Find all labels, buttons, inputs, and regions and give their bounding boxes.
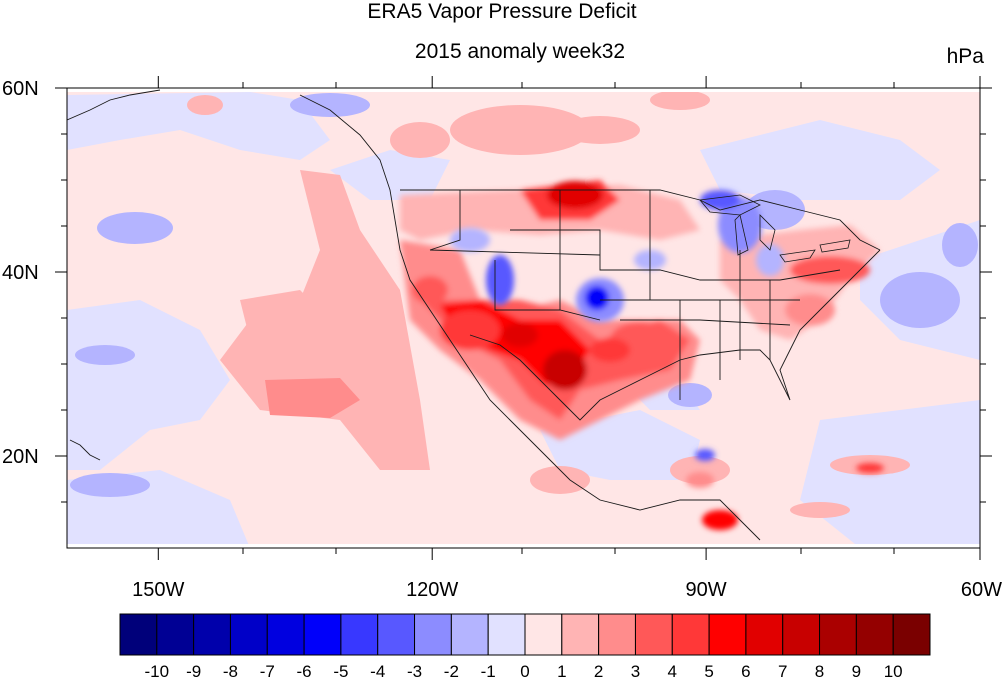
longitude-axis: 150W 120W 90W 60W <box>132 76 1002 601</box>
colorbar-swatch <box>303 613 342 656</box>
units-label: hPa <box>946 45 984 68</box>
colorbar-swatch <box>561 613 600 656</box>
colorbar-label: 9 <box>852 662 861 681</box>
map-subtitle: 2015 anomaly week32 <box>414 40 626 63</box>
colorbar-label: 4 <box>668 662 677 681</box>
colorbar-swatch <box>156 613 195 656</box>
colorbar-swatch <box>414 613 452 656</box>
colorbar-label: 1 <box>557 662 566 681</box>
colorbar-swatch <box>229 613 268 656</box>
colorbar-swatch <box>855 613 894 656</box>
colorbar-swatch <box>671 613 710 656</box>
colorbar-label: 3 <box>631 662 640 681</box>
colorbar-swatch <box>745 613 784 656</box>
colorbar-swatch <box>708 613 747 656</box>
colorbar-label: -2 <box>444 662 459 681</box>
colorbar-label: 8 <box>815 662 824 681</box>
colorbar-swatch <box>377 613 416 656</box>
colorbar-label: 7 <box>778 662 787 681</box>
lon-tick-label: 120W <box>406 579 458 601</box>
colorbar-label: -6 <box>297 662 312 681</box>
lon-tick-label: 90W <box>686 579 727 601</box>
map-title: ERA5 Vapor Pressure Deficit <box>367 0 637 23</box>
colorbar-swatch <box>819 613 857 656</box>
colorbar-swatch <box>634 613 673 656</box>
colorbar-label: -4 <box>370 662 385 681</box>
lat-tick-label: 20N <box>2 446 39 468</box>
colorbar-label: 0 <box>520 662 529 681</box>
colorbar-swatch <box>266 613 305 656</box>
colorbar-swatch <box>598 613 636 656</box>
colorbar-label: -5 <box>333 662 348 681</box>
colorbar-swatch <box>119 613 158 656</box>
lon-tick-label: 150W <box>132 579 184 601</box>
colorbar-swatch <box>892 613 931 656</box>
colorbar-swatch <box>782 613 821 656</box>
colorbar-swatch <box>340 613 379 656</box>
minor-ticks <box>61 82 986 554</box>
colorbar-swatch <box>524 613 563 656</box>
colorbar-label: -9 <box>186 662 201 681</box>
lon-tick-label: 60W <box>961 579 1002 601</box>
colorbar-label: 5 <box>704 662 713 681</box>
lat-tick-label: 60N <box>2 78 39 100</box>
anomaly-field <box>67 88 980 548</box>
colorbar-swatch <box>193 613 231 656</box>
lat-tick-label: 40N <box>2 262 39 284</box>
colorbar-swatch <box>450 613 489 656</box>
colorbar-label: 2 <box>594 662 603 681</box>
colorbar-label: -10 <box>145 662 170 681</box>
colorbar-label: -8 <box>223 662 238 681</box>
colorbar-label: -7 <box>260 662 275 681</box>
colorbar-label: -3 <box>407 662 422 681</box>
latitude-axis: 60N 40N 20N <box>2 78 992 468</box>
colorbar-swatch <box>487 613 526 656</box>
colorbar-label: 10 <box>884 662 903 681</box>
colorbar-label: -1 <box>481 662 496 681</box>
colorbar-label: 6 <box>741 662 750 681</box>
colorbar: -10 -9 -8 -7 -6 -5 -4 -3 -2 -1 0 1 2 3 4 5 6 7 8 9 10 <box>119 613 931 681</box>
